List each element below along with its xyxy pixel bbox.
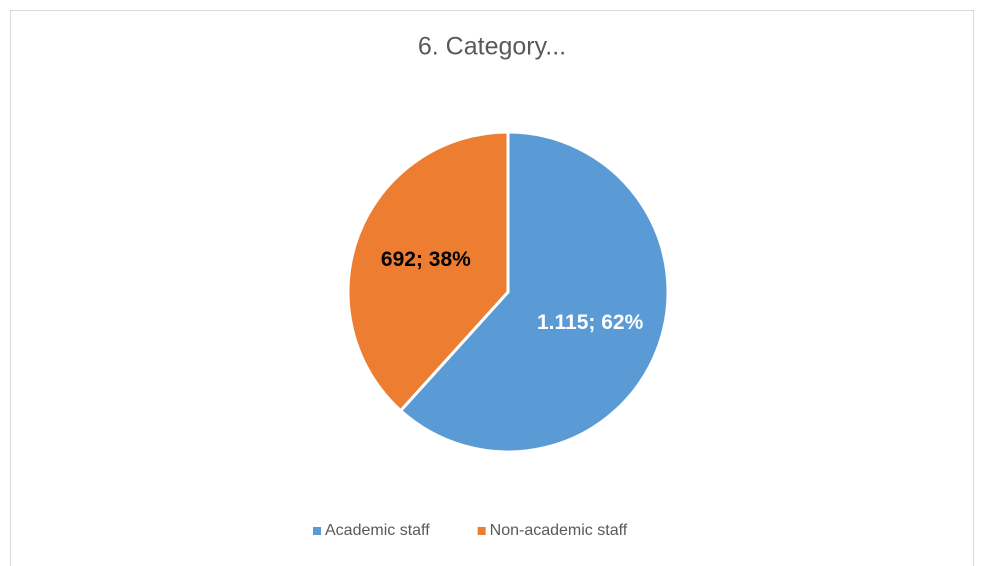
legend-swatch <box>477 527 486 535</box>
chart-frame <box>10 10 974 566</box>
data-label: 692; 38% <box>381 248 471 271</box>
pie-slice <box>398 130 670 454</box>
legend-label: Non-academic staff <box>490 522 628 539</box>
chart-title: 6. Category... <box>418 33 566 61</box>
legend-swatch <box>313 527 321 535</box>
pie-slice <box>346 130 510 413</box>
data-label: 1.115; 62% <box>537 311 644 334</box>
legend-label: Academic staff <box>325 522 430 539</box>
